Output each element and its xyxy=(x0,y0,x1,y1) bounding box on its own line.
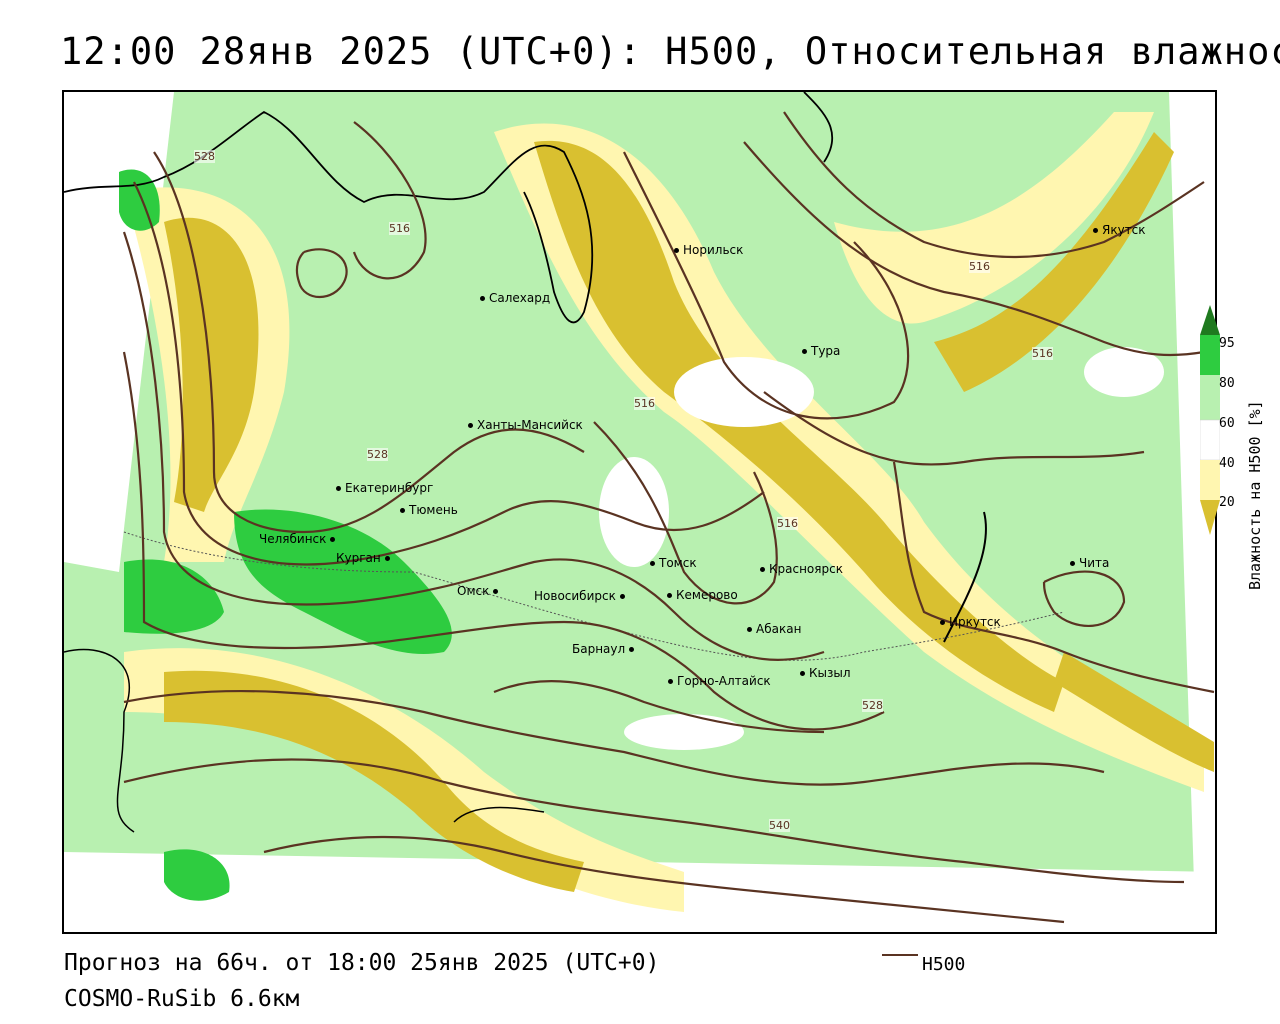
city-tyumen: Тюмень xyxy=(400,503,458,517)
city-dot-icon xyxy=(1070,561,1075,566)
moist-patch-southwest xyxy=(124,559,224,634)
very-dry-band-south xyxy=(164,670,584,892)
forecast-info: Прогноз на 66ч. от 18:00 25янв 2025 (UTC… xyxy=(64,950,660,976)
page-title: 12:00 28янв 2025 (UTC+0): H500, Относите… xyxy=(60,30,1280,73)
h500-legend-line-icon xyxy=(882,954,918,956)
moist-patch-south xyxy=(164,849,230,901)
contour-label: 516 xyxy=(1032,347,1053,360)
city-irkutsk: Иркутск xyxy=(940,615,1001,629)
city-dot-icon xyxy=(629,647,635,652)
city-norilsk: Норильск xyxy=(674,243,743,257)
white-pocket-tomsk xyxy=(599,457,669,567)
city-dot-icon xyxy=(668,679,673,684)
map-frame[interactable]: 528 516 516 516 516 516 528 528 540 Нори… xyxy=(62,90,1217,934)
city-dot-icon xyxy=(667,593,672,598)
city-dot-icon xyxy=(468,423,473,428)
city-chelyabinsk: Челябинск xyxy=(259,532,339,546)
city-dot-icon xyxy=(940,620,945,625)
humidity-colorbar xyxy=(1200,305,1220,535)
colorbar-tick: 80 xyxy=(1219,376,1235,391)
city-krasnoyarsk: Красноярск xyxy=(760,562,843,576)
colorbar-tick: 60 xyxy=(1219,416,1235,431)
map-canvas xyxy=(64,92,1215,932)
city-khanty-mansiysk: Ханты-Мансийск xyxy=(468,418,583,432)
h500-contours xyxy=(122,111,1215,924)
very-dry-band-west xyxy=(164,217,259,512)
city-dot-icon xyxy=(480,296,485,301)
contour-label: 528 xyxy=(862,699,883,712)
dry-band-northeast xyxy=(834,112,1154,324)
h500-legend-label: H500 xyxy=(922,954,966,975)
very-dry-band-northeast xyxy=(934,132,1174,392)
coastline-caspian xyxy=(64,648,135,833)
white-pocket-tura xyxy=(674,357,814,427)
colorbar-tick: 20 xyxy=(1219,495,1235,510)
contour-label: 540 xyxy=(769,819,790,832)
contour-label: 528 xyxy=(194,150,215,163)
contour-label: 516 xyxy=(777,517,798,530)
model-name: COSMO-RuSib 6.6км xyxy=(64,986,300,1012)
city-dot-icon xyxy=(800,671,805,676)
coastline-taimyr xyxy=(803,92,834,163)
city-yakutsk: Якутск xyxy=(1093,223,1146,237)
city-barnaul: Барнаул xyxy=(572,642,638,656)
city-tura: Тура xyxy=(802,344,840,358)
city-kyzyl: Кызыл xyxy=(800,666,851,680)
very-dry-band-central xyxy=(534,140,1064,713)
city-dot-icon xyxy=(1093,228,1098,233)
city-dot-icon xyxy=(674,248,679,253)
city-omsk: Омск xyxy=(457,584,502,598)
city-abakan: Абакан xyxy=(747,622,801,636)
very-dry-band-southeast xyxy=(1054,652,1214,772)
city-dot-icon xyxy=(650,561,655,566)
domain-outside-east xyxy=(1169,92,1215,928)
moist-patch-northwest xyxy=(119,169,160,231)
city-tomsk: Томск xyxy=(650,556,697,570)
city-dot-icon xyxy=(747,627,752,632)
contour-label: 516 xyxy=(969,260,990,273)
city-dot-icon xyxy=(330,537,336,542)
city-dot-icon xyxy=(336,486,341,491)
moist-patch-urals xyxy=(234,509,452,654)
lake-balkhash xyxy=(453,806,545,823)
city-dot-icon xyxy=(760,567,765,572)
city-dot-icon xyxy=(400,508,405,513)
city-kurgan: Курган xyxy=(336,551,394,565)
white-pocket-south xyxy=(624,714,744,750)
colorbar-title: Влажность на H500 [%] xyxy=(1246,400,1264,590)
city-gorno-altaysk: Горно-Алтайск xyxy=(668,674,771,688)
city-dot-icon xyxy=(619,594,625,599)
contour-label: 516 xyxy=(634,397,655,410)
colorbar-tick: 40 xyxy=(1219,456,1235,471)
white-pocket-east xyxy=(1084,347,1164,397)
colorbar-tick: 95 xyxy=(1219,336,1235,351)
contour-label: 516 xyxy=(389,222,410,235)
city-novosibirsk: Новосибирск xyxy=(534,589,629,603)
city-dot-icon xyxy=(384,556,390,561)
contour-label: 528 xyxy=(367,448,388,461)
city-yekaterinburg: Екатеринбург xyxy=(336,481,433,495)
city-dot-icon xyxy=(493,589,499,594)
city-salekhard: Салехард xyxy=(480,291,550,305)
lake-baikal xyxy=(943,511,987,643)
city-chita: Чита xyxy=(1070,556,1109,570)
city-kemerovo: Кемерово xyxy=(667,588,738,602)
city-dot-icon xyxy=(802,349,807,354)
